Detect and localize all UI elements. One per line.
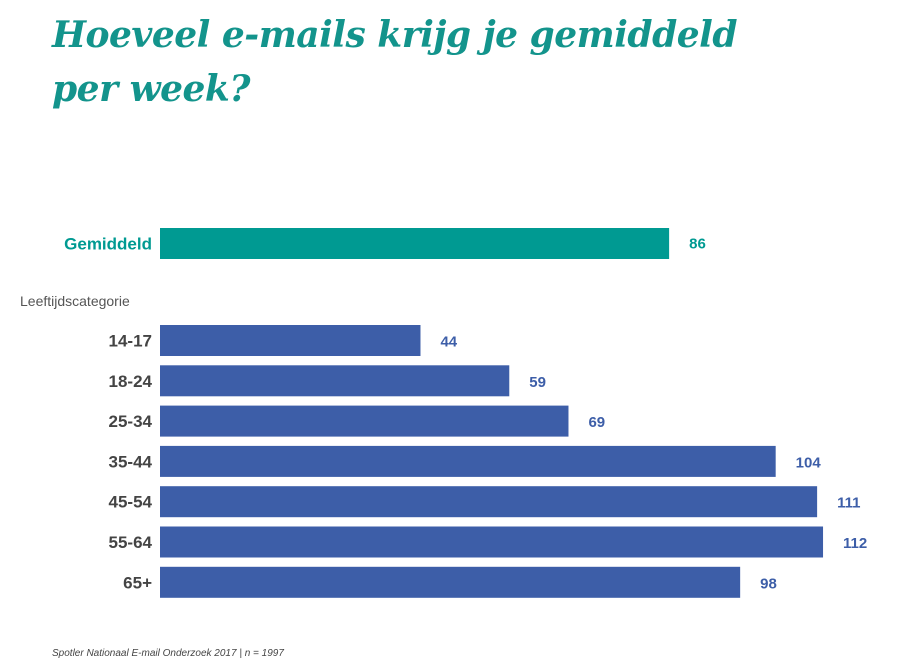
bar-65+ bbox=[160, 566, 741, 598]
source-note: Spotler Nationaal E-mail Onderzoek 2017 … bbox=[52, 648, 284, 659]
value-label: 69 bbox=[588, 414, 605, 431]
average-value-label: 86 bbox=[689, 236, 706, 253]
category-label: 18-24 bbox=[109, 372, 153, 391]
value-label: 112 bbox=[843, 535, 867, 552]
category-label: 45-54 bbox=[109, 493, 153, 512]
category-label: 35-44 bbox=[109, 452, 153, 471]
bar-35-44 bbox=[160, 445, 776, 477]
average-group: Gemiddeld 86 bbox=[64, 228, 706, 259]
value-label: 104 bbox=[796, 454, 822, 471]
bar-45-54 bbox=[160, 486, 818, 518]
value-label: 111 bbox=[837, 495, 860, 512]
category-label: 14-17 bbox=[109, 332, 152, 351]
category-label: 55-64 bbox=[109, 533, 153, 552]
bar-18-24 bbox=[160, 365, 510, 397]
category-bars: 14-17 44 18-24 59 25-34 69 35-44 104 45-54 111 55-… bbox=[109, 325, 867, 598]
category-label: 65+ bbox=[123, 573, 152, 592]
average-label: Gemiddeld bbox=[64, 235, 152, 254]
value-label: 98 bbox=[760, 575, 777, 592]
group-label: Leeftijdscategorie bbox=[20, 293, 130, 309]
bar-25-34 bbox=[160, 405, 569, 437]
category-label: 25-34 bbox=[109, 412, 153, 431]
value-label: 59 bbox=[529, 374, 546, 391]
bar-chart: Gemiddeld 86 Leeftijdscategorie 14-17 44 18… bbox=[20, 228, 867, 598]
value-label: 44 bbox=[440, 334, 457, 351]
average-bar bbox=[160, 228, 670, 259]
bar-14-17 bbox=[160, 325, 421, 356]
bar-55-64 bbox=[160, 526, 824, 558]
chart-title: Hoeveel e-mails krijg je gemiddeld per w… bbox=[52, 14, 738, 110]
